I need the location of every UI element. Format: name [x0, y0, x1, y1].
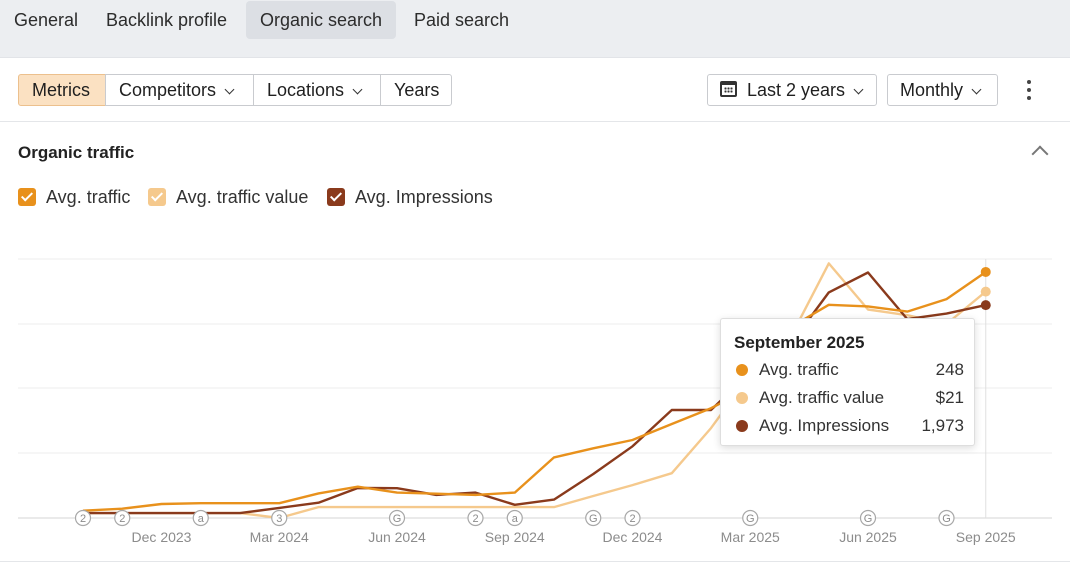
event-marker-label: 2	[119, 513, 125, 525]
x-tick-label: Mar 2024	[250, 529, 309, 545]
metrics-button[interactable]: Metrics	[18, 74, 106, 106]
event-marker-label: 2	[80, 513, 86, 525]
locations-label: Locations	[267, 80, 345, 100]
checkbox-icon	[327, 188, 345, 206]
calendar-icon	[720, 81, 737, 97]
chart-tooltip: September 2025 Avg. traffic 248 Avg. tra…	[720, 318, 975, 446]
x-axis-labels: Dec 2023 Mar 2024 Jun 2024 Sep 2024 Dec 2024…	[132, 529, 1016, 545]
event-marker-label: G	[942, 513, 951, 525]
legend-avg-traffic-value[interactable]: Avg. traffic value	[148, 187, 308, 208]
tooltip-series-value: 1,973	[921, 416, 964, 435]
event-marker[interactable]: G	[742, 509, 759, 527]
event-marker-label: G	[393, 513, 402, 525]
event-marker[interactable]: G	[388, 509, 406, 527]
x-tick-label: Sep 2024	[485, 529, 545, 545]
date-range-dropdown[interactable]: Last 2 years	[707, 74, 877, 106]
bottom-divider	[0, 561, 1070, 562]
series-line-avg-traffic	[82, 271, 987, 512]
tooltip-title: September 2025	[734, 333, 865, 352]
legend-label: Avg. traffic	[46, 187, 131, 207]
event-marker[interactable]: 2	[467, 509, 484, 527]
event-marker-label: G	[589, 513, 598, 525]
top-tab-bar: General Backlink profile Organic search …	[0, 0, 1070, 58]
granularity-dropdown[interactable]: Monthly	[887, 74, 998, 106]
legend-label: Avg. traffic value	[176, 187, 309, 207]
series-line-avg-impressions	[83, 271, 987, 515]
years-button[interactable]: Years	[380, 74, 452, 106]
chart-lines	[82, 262, 987, 520]
tab-general[interactable]: General	[14, 10, 79, 30]
x-tick-label: Sep 2025	[956, 529, 1016, 545]
competitors-label: Competitors	[119, 80, 217, 100]
legend-label: Avg. Impressions	[355, 187, 493, 207]
tab-paid-search[interactable]: Paid search	[414, 10, 510, 30]
metrics-label: Metrics	[32, 80, 90, 100]
event-marker-label: G	[746, 513, 755, 525]
legend-avg-impressions[interactable]: Avg. Impressions	[327, 187, 493, 208]
event-marker[interactable]: a	[506, 509, 523, 527]
event-marker[interactable]: 2	[624, 509, 641, 527]
date-range-label: Last 2 years	[747, 80, 846, 100]
legend-avg-traffic[interactable]: Avg. traffic	[18, 187, 130, 208]
section-title: Organic traffic	[18, 143, 135, 162]
event-marker[interactable]: a	[192, 509, 209, 527]
locations-dropdown[interactable]: Locations	[253, 74, 381, 106]
more-options-icon[interactable]	[1019, 78, 1039, 102]
granularity-label: Monthly	[900, 80, 964, 100]
years-label: Years	[394, 80, 440, 100]
event-marker[interactable]: 2	[74, 509, 92, 527]
competitors-dropdown[interactable]: Competitors	[105, 74, 254, 106]
tooltip-series-value: 248	[935, 360, 964, 379]
event-marker-label: a	[512, 513, 519, 525]
tooltip-series-value: $21	[935, 388, 964, 407]
event-marker[interactable]: 3	[271, 509, 288, 527]
series-dot-icon	[736, 364, 748, 376]
x-tick-label: Dec 2023	[132, 529, 192, 545]
tooltip-row-avg-traffic: Avg. traffic 248	[734, 359, 964, 381]
event-marker-label: a	[198, 513, 205, 525]
event-marker-label: G	[864, 513, 873, 525]
event-marker[interactable]: G	[585, 509, 602, 527]
x-tick-label: Jun 2024	[368, 529, 426, 545]
x-tick-label: Dec 2024	[603, 529, 663, 545]
series-dot-icon	[736, 420, 748, 432]
tooltip-series-name: Avg. traffic	[759, 360, 839, 379]
checkbox-icon	[18, 188, 36, 206]
event-markers: 2 2 a 3 G 2 a G 2 G G G	[74, 509, 955, 527]
event-marker[interactable]: G	[859, 509, 877, 527]
event-marker-label: 3	[276, 513, 282, 525]
event-marker[interactable]: 2	[114, 509, 131, 527]
x-tick-label: Mar 2025	[721, 529, 780, 545]
event-marker-label: 2	[472, 513, 478, 525]
tab-backlink-profile[interactable]: Backlink profile	[106, 10, 228, 30]
tooltip-series-name: Avg. traffic value	[759, 388, 885, 407]
tab-organic-search[interactable]: Organic search	[246, 1, 397, 39]
tooltip-row-avg-traffic-value: Avg. traffic value $21	[734, 387, 964, 409]
series-dot-icon	[736, 392, 748, 404]
tooltip-series-name: Avg. Impressions	[759, 416, 890, 435]
x-tick-label: Jun 2025	[839, 529, 897, 545]
toolbar-divider	[0, 121, 1070, 122]
tooltip-row-avg-impressions: Avg. Impressions 1,973	[734, 415, 964, 437]
series-endpoint	[980, 286, 991, 297]
series-endpoint	[980, 266, 991, 277]
series-endpoint	[980, 300, 991, 311]
event-marker-label: 2	[629, 513, 635, 525]
event-marker[interactable]: G	[938, 509, 955, 527]
checkbox-icon	[148, 188, 166, 206]
series-endpoints	[980, 266, 991, 311]
